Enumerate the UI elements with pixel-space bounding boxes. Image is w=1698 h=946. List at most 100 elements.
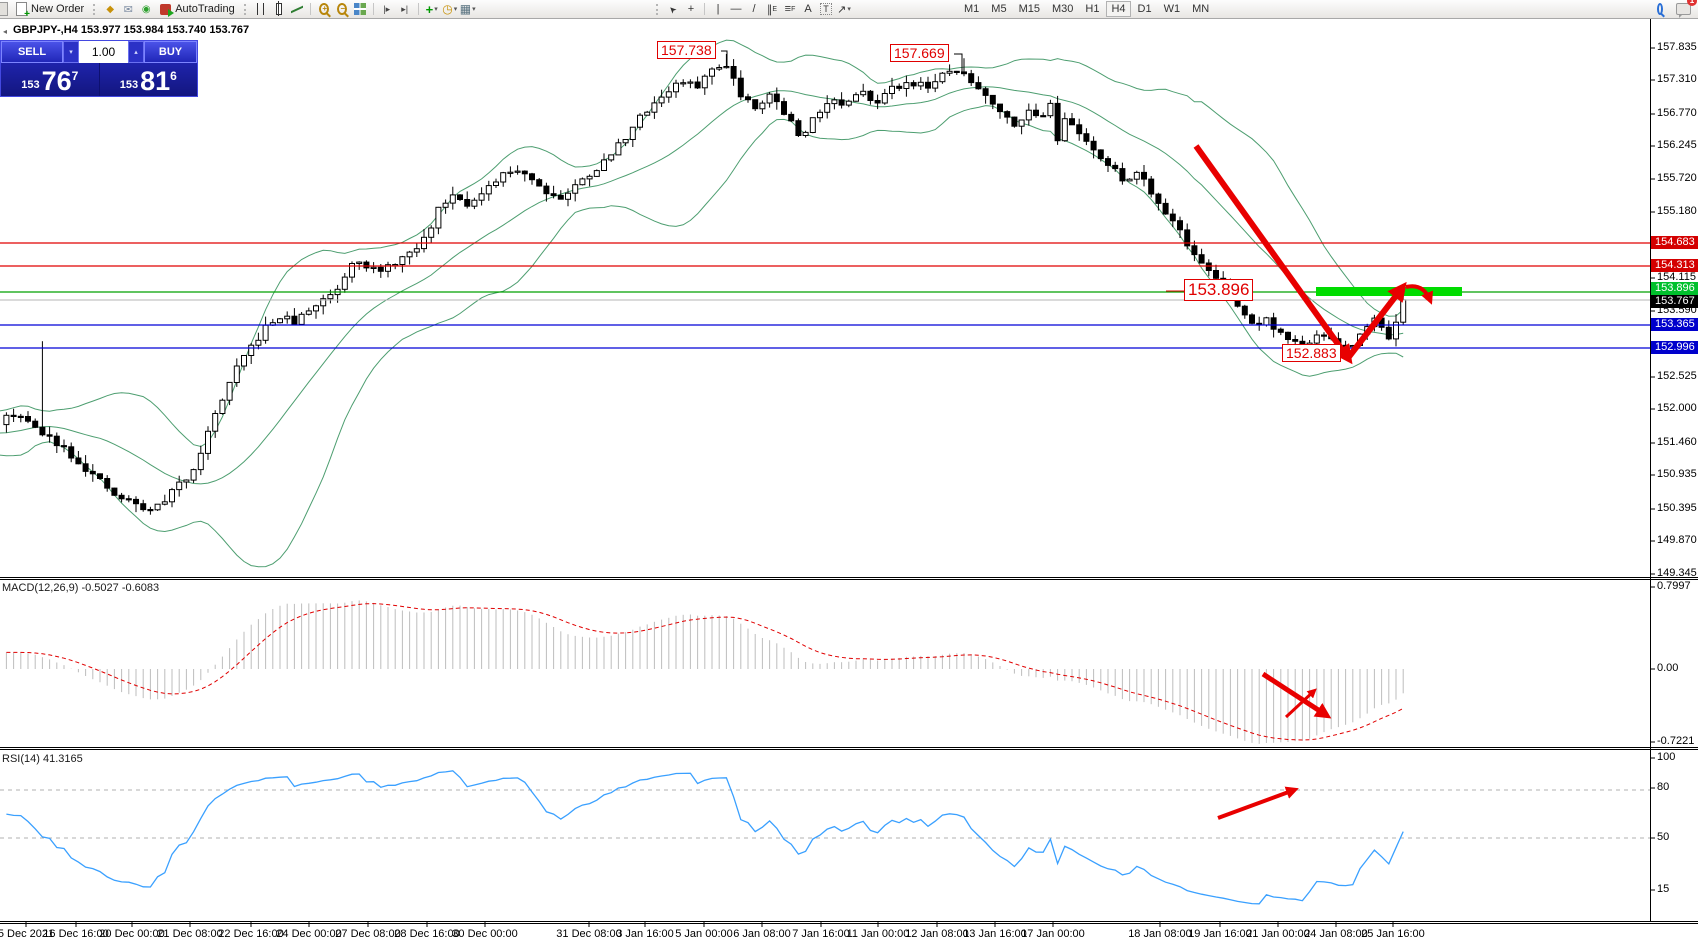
candle-body	[485, 185, 492, 195]
text-icon[interactable]: A	[804, 3, 812, 15]
timeframe-m1[interactable]: M1	[964, 3, 980, 15]
candle-body	[802, 131, 809, 136]
trend-arrow[interactable]	[1217, 786, 1299, 820]
buy-price[interactable]: 153 81 6	[98, 63, 198, 96]
timeframe-m30[interactable]: M30	[1051, 3, 1074, 15]
annotation-price-label[interactable]: 153.896	[1184, 279, 1254, 301]
candle-body	[1083, 133, 1090, 142]
vertical-line-icon[interactable]: |	[716, 3, 720, 15]
candle-body	[889, 85, 895, 95]
volume-decrease-button[interactable]: ▾	[63, 41, 79, 63]
volume-increase-button[interactable]: ▴	[128, 41, 144, 63]
trend-arrow[interactable]	[1405, 284, 1433, 305]
annotation-price-label[interactable]: 152.883	[1282, 344, 1341, 363]
timeframe-h4[interactable]: H4	[1106, 1, 1131, 17]
candle-body	[982, 88, 989, 96]
candle-body	[493, 181, 499, 186]
trend-arrow[interactable]	[1261, 671, 1332, 719]
templates-icon[interactable]: ▦ ▾	[459, 2, 476, 16]
candle-body	[1162, 202, 1169, 215]
new-order-button[interactable]: New Order	[11, 1, 89, 20]
collapse-arrow-icon[interactable]: ◂	[3, 27, 8, 36]
metaeditor-icon[interactable]: ✉	[123, 3, 133, 16]
candle-body	[399, 256, 406, 266]
candle-body	[975, 82, 982, 90]
separator	[309, 3, 311, 15]
guru-icon[interactable]: ◉	[141, 3, 151, 15]
candle-body	[1004, 111, 1011, 118]
candle-body	[1025, 109, 1032, 121]
periods-icon[interactable]: ◷ ▾	[442, 2, 458, 16]
bar-chart-icon[interactable]	[253, 1, 269, 17]
candle-body	[723, 66, 730, 69]
trend-arrow[interactable]	[1284, 688, 1317, 719]
support-zone-bar[interactable]	[1316, 287, 1462, 296]
line-chart-icon[interactable]	[289, 1, 305, 17]
zoom-in-icon[interactable]: +	[316, 1, 332, 17]
search-icon[interactable]	[1657, 1, 1673, 17]
sell-price-sup: 7	[71, 69, 79, 83]
notifications-icon[interactable]: 1	[1675, 0, 1697, 18]
candle-body	[140, 503, 147, 511]
buy-price-prefix: 153	[119, 79, 139, 91]
trend-arrows[interactable]	[1193, 144, 1433, 820]
tile-windows-icon[interactable]	[352, 1, 368, 17]
crosshair-icon[interactable]: +	[687, 3, 695, 15]
candle-body	[1342, 344, 1349, 347]
candle-body	[154, 503, 161, 511]
candle-body	[1061, 118, 1068, 142]
timeframe-mn[interactable]: MN	[1192, 3, 1210, 15]
candle-body	[529, 173, 535, 181]
separator	[417, 3, 419, 15]
candle-body	[1148, 178, 1155, 195]
candle-body	[10, 414, 17, 417]
timeframe-w1[interactable]: W1	[1163, 3, 1181, 15]
notification-badge: 1	[1687, 0, 1697, 6]
trend-arrow[interactable]	[1345, 281, 1407, 360]
candle-body	[709, 68, 715, 77]
sell-price[interactable]: 153 76 7	[1, 63, 99, 96]
candle-body	[1155, 193, 1162, 204]
candle-body	[874, 100, 881, 104]
arrows-tool-icon[interactable]: ↗ ▾	[837, 3, 851, 16]
bb-middle	[0, 86, 1404, 485]
chart-shift-icon[interactable]: ▸|	[401, 4, 409, 14]
fibonacci-icon[interactable]: ≡ F	[784, 3, 796, 15]
timeframe-m5[interactable]: M5	[991, 3, 1007, 15]
candlestick-chart-icon[interactable]	[271, 1, 287, 17]
candle-body	[1097, 149, 1104, 160]
time-label: 6 Jan 08:00	[733, 928, 791, 940]
sell-button[interactable]: SELL	[1, 41, 63, 63]
auto-scroll-icon[interactable]: |▸	[383, 4, 391, 14]
zoom-out-icon[interactable]: −	[334, 1, 350, 17]
timeframe-toolbar: M1 M5 M15 M30 H1 H4 D1 W1 MN	[958, 0, 1215, 18]
autotrading-button[interactable]: AutoTrading	[155, 1, 240, 17]
candles	[3, 54, 1407, 515]
candle-body	[932, 81, 939, 89]
candle-body	[313, 305, 319, 312]
candle-body	[1033, 109, 1039, 117]
annotation-price-label[interactable]: 157.738	[657, 41, 716, 60]
volume-input[interactable]	[79, 41, 128, 63]
cursor-icon[interactable]: ➤	[666, 3, 679, 16]
buy-button[interactable]: BUY	[144, 41, 197, 63]
timeframe-d1[interactable]: D1	[1137, 3, 1152, 15]
timeframe-h1[interactable]: H1	[1085, 3, 1100, 15]
styles-icon[interactable]: ◆	[106, 3, 115, 15]
horizontal-line-icon[interactable]: ―	[730, 3, 742, 15]
candle-body	[1011, 116, 1018, 127]
text-label-icon[interactable]: T	[818, 1, 834, 17]
time-label: 17 Jan 00:00	[1021, 928, 1085, 940]
annotation-price-label[interactable]: 157.669	[890, 44, 949, 63]
candle-body	[413, 248, 420, 253]
candle-body	[752, 99, 759, 110]
trend-arrow[interactable]	[1193, 144, 1353, 365]
candle-body	[277, 318, 283, 324]
channel-icon[interactable]: ∥ E	[766, 3, 778, 16]
indicators-add-icon[interactable]: + ▾	[425, 1, 438, 17]
trendline-icon[interactable]: /	[752, 3, 756, 15]
timeframe-m15[interactable]: M15	[1018, 3, 1040, 15]
candle-body	[593, 170, 600, 177]
